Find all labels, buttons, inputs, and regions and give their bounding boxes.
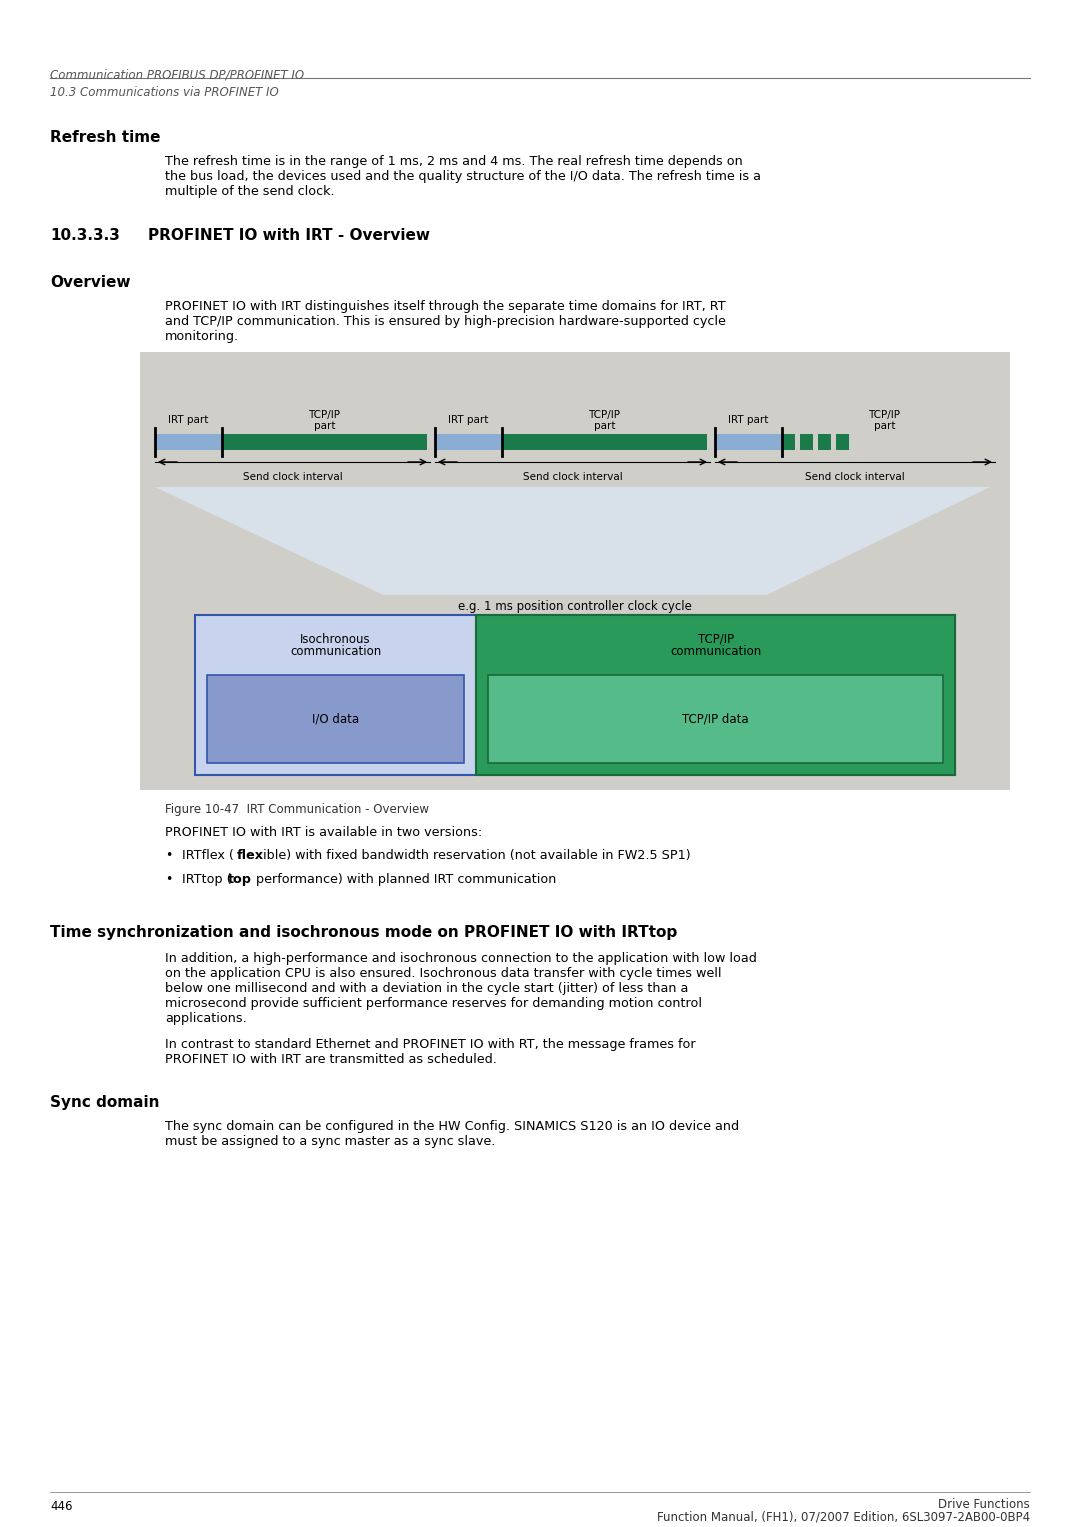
Text: communication: communication (289, 644, 381, 658)
Bar (782, 434, 795, 450)
Text: Refresh time: Refresh time (50, 130, 161, 145)
Text: Function Manual, (FH1), 07/2007 Edition, 6SL3097-2AB00-0BP4: Function Manual, (FH1), 07/2007 Edition,… (657, 1512, 1030, 1524)
Bar (476, 615, 955, 776)
Text: 10.3.3.3: 10.3.3.3 (50, 228, 120, 243)
Text: I/O data: I/O data (312, 713, 360, 725)
Bar (836, 434, 849, 450)
Text: TCP/IP data: TCP/IP data (683, 713, 748, 725)
Text: on the application CPU is also ensured. Isochronous data transfer with cycle tim: on the application CPU is also ensured. … (165, 967, 721, 980)
Text: part: part (594, 421, 616, 431)
Bar (140, 353, 1010, 789)
Text: The refresh time is in the range of 1 ms, 2 ms and 4 ms. The real refresh time d: The refresh time is in the range of 1 ms… (165, 156, 743, 168)
Bar (207, 675, 464, 764)
Text: PROFINET IO with IRT is available in two versions:: PROFINET IO with IRT is available in two… (165, 826, 483, 838)
Text: IRT part: IRT part (168, 415, 208, 425)
Text: performance) with planned IRT communication: performance) with planned IRT communicat… (252, 873, 556, 886)
Text: •: • (165, 873, 173, 886)
Text: part: part (314, 421, 335, 431)
Text: Send clock interval: Send clock interval (523, 472, 622, 483)
Text: ible) with fixed bandwidth reservation (not available in FW2.5 SP1): ible) with fixed bandwidth reservation (… (264, 849, 690, 863)
Text: PROFINET IO with IRT are transmitted as scheduled.: PROFINET IO with IRT are transmitted as … (165, 1054, 497, 1066)
Bar (800, 434, 813, 450)
Bar (222, 434, 427, 450)
Text: TCP/IP: TCP/IP (309, 411, 340, 420)
Text: Send clock interval: Send clock interval (243, 472, 342, 483)
Text: the bus load, the devices used and the quality structure of the I/O data. The re: the bus load, the devices used and the q… (165, 169, 761, 183)
Text: IRTtop (: IRTtop ( (183, 873, 231, 886)
Text: 446: 446 (50, 1500, 72, 1513)
Bar (715, 434, 782, 450)
Text: •: • (165, 849, 173, 863)
Text: TCP/IP: TCP/IP (698, 634, 733, 646)
Text: multiple of the send clock.: multiple of the send clock. (165, 185, 335, 199)
Text: PROFINET IO with IRT - Overview: PROFINET IO with IRT - Overview (148, 228, 430, 243)
Bar (156, 434, 222, 450)
Text: monitoring.: monitoring. (165, 330, 239, 344)
Text: TCP/IP: TCP/IP (868, 411, 901, 420)
Text: IRTflex (: IRTflex ( (183, 849, 234, 863)
Text: flex: flex (237, 849, 264, 863)
Text: Communication PROFIBUS DP/PROFINET IO: Communication PROFIBUS DP/PROFINET IO (50, 69, 305, 81)
Text: Sync domain: Sync domain (50, 1095, 160, 1110)
Text: below one millisecond and with a deviation in the cycle start (jitter) of less t: below one millisecond and with a deviati… (165, 982, 688, 996)
Text: communication: communication (670, 644, 761, 658)
Text: The sync domain can be configured in the HW Config. SINAMICS S120 is an IO devic: The sync domain can be configured in the… (165, 1119, 739, 1133)
Text: microsecond provide sufficient performance reserves for demanding motion control: microsecond provide sufficient performan… (165, 997, 702, 1009)
Text: In contrast to standard Ethernet and PROFINET IO with RT, the message frames for: In contrast to standard Ethernet and PRO… (165, 1038, 696, 1051)
Bar (195, 615, 955, 776)
Polygon shape (156, 487, 990, 596)
Text: top: top (228, 873, 252, 886)
Text: must be assigned to a sync master as a sync slave.: must be assigned to a sync master as a s… (165, 1135, 496, 1148)
Text: IRT part: IRT part (448, 415, 488, 425)
Text: Send clock interval: Send clock interval (805, 472, 905, 483)
Bar (818, 434, 831, 450)
Bar (435, 434, 502, 450)
Text: 10.3 Communications via PROFINET IO: 10.3 Communications via PROFINET IO (50, 86, 279, 99)
Text: IRT part: IRT part (728, 415, 769, 425)
Bar (502, 434, 707, 450)
Bar (488, 675, 943, 764)
Text: and TCP/IP communication. This is ensured by high-precision hardware-supported c: and TCP/IP communication. This is ensure… (165, 315, 726, 328)
Text: TCP/IP: TCP/IP (589, 411, 621, 420)
Text: Overview: Overview (50, 275, 131, 290)
Text: Time synchronization and isochronous mode on PROFINET IO with IRTtop: Time synchronization and isochronous mod… (50, 925, 677, 941)
Text: PROFINET IO with IRT distinguishes itself through the separate time domains for : PROFINET IO with IRT distinguishes itsel… (165, 299, 726, 313)
Text: Isochronous: Isochronous (300, 634, 370, 646)
Text: applications.: applications. (165, 1012, 246, 1025)
Text: Drive Functions: Drive Functions (939, 1498, 1030, 1512)
Text: Figure 10-47  IRT Communication - Overview: Figure 10-47 IRT Communication - Overvie… (165, 803, 429, 815)
Text: e.g. 1 ms position controller clock cycle: e.g. 1 ms position controller clock cycl… (458, 600, 692, 612)
Text: part: part (874, 421, 895, 431)
Text: In addition, a high-performance and isochronous connection to the application wi: In addition, a high-performance and isoc… (165, 951, 757, 965)
